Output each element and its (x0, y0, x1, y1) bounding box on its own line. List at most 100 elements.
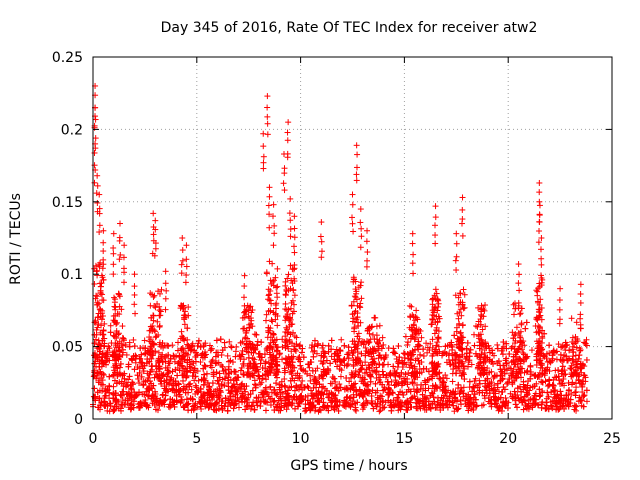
data-point (244, 402, 251, 409)
data-point (174, 339, 181, 346)
data-point (304, 383, 311, 390)
data-point (169, 342, 176, 349)
data-point (221, 339, 228, 346)
data-point (460, 305, 467, 312)
data-point (391, 349, 398, 356)
data-point (141, 337, 148, 344)
data-point (242, 406, 249, 413)
data-point (468, 361, 475, 368)
data-point (435, 335, 442, 342)
data-point (232, 348, 239, 355)
data-point (268, 300, 275, 307)
data-point (254, 338, 261, 345)
data-point (328, 337, 335, 344)
data-point (345, 344, 352, 351)
data-point (390, 363, 397, 370)
data-point (100, 331, 107, 338)
data-point (517, 310, 524, 317)
data-point (270, 331, 277, 338)
data-point (185, 407, 192, 414)
data-point (369, 401, 376, 408)
data-point (91, 340, 98, 347)
data-point (285, 271, 292, 278)
data-point (376, 408, 383, 415)
data-point (170, 352, 177, 359)
data-point (494, 341, 501, 348)
data-point (465, 407, 472, 414)
data-point (546, 342, 553, 349)
data-point (466, 353, 473, 360)
data-point (386, 390, 393, 397)
data-point (534, 292, 541, 299)
data-point (362, 359, 369, 366)
data-point (466, 378, 473, 385)
data-point (232, 368, 239, 375)
data-point (376, 361, 383, 368)
data-point (268, 317, 275, 324)
data-point (91, 385, 98, 392)
data-point (344, 351, 351, 358)
grid-lines (93, 57, 612, 419)
data-point (417, 351, 424, 358)
data-point (408, 303, 415, 310)
data-point (481, 349, 488, 356)
data-point (528, 347, 535, 354)
data-point (119, 323, 126, 330)
data-point (251, 381, 258, 388)
data-point (435, 343, 442, 350)
data-point (165, 342, 172, 349)
data-point (518, 321, 525, 328)
data-point (327, 380, 334, 387)
data-point (345, 361, 352, 368)
data-point (157, 312, 164, 319)
data-point (413, 307, 420, 314)
data-point (217, 336, 224, 343)
data-point (343, 374, 350, 381)
data-point (245, 354, 252, 361)
data-point (258, 339, 265, 346)
data-point (131, 343, 138, 350)
data-point (394, 394, 401, 401)
data-point (282, 291, 289, 298)
data-point (97, 287, 104, 294)
data-point (425, 376, 432, 383)
data-point (191, 377, 198, 384)
data-point (311, 337, 318, 344)
data-point (117, 391, 124, 398)
data-point (471, 391, 478, 398)
data-point (379, 368, 386, 375)
data-point (299, 377, 306, 384)
data-point (551, 374, 558, 381)
data-point (455, 381, 462, 388)
data-point (556, 377, 563, 384)
data-point (455, 315, 462, 322)
data-point (482, 302, 489, 309)
data-point (379, 334, 386, 341)
data-point (293, 382, 300, 389)
data-point (449, 378, 456, 385)
data-point (470, 383, 477, 390)
data-point (394, 358, 401, 365)
data-point (371, 314, 378, 321)
data-point (274, 283, 281, 290)
data-point (514, 404, 521, 411)
data-point (386, 371, 393, 378)
data-point (239, 347, 246, 354)
data-point (404, 339, 411, 346)
data-point (310, 353, 317, 360)
data-point (376, 322, 383, 329)
data-point (282, 282, 289, 289)
data-point (253, 331, 260, 338)
data-point (194, 368, 201, 375)
data-point (499, 351, 506, 358)
data-point (583, 398, 590, 405)
data-point (323, 357, 330, 364)
data-point (557, 351, 564, 358)
data-point (291, 292, 298, 299)
data-point (432, 286, 439, 293)
data-point (271, 277, 278, 284)
data-point (130, 336, 137, 343)
data-point (358, 295, 365, 302)
data-point (100, 297, 107, 304)
data-point (563, 342, 570, 349)
